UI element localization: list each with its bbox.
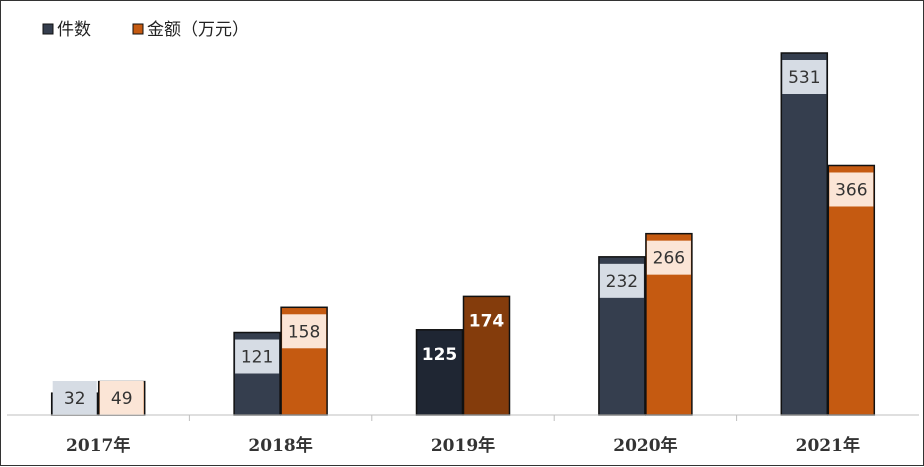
data-label: 174 <box>469 311 505 331</box>
legend-item: 件数 <box>42 20 91 40</box>
legend-label: 件数 <box>57 20 91 40</box>
data-label: 121 <box>241 348 273 368</box>
bar-group: 32 49 <box>50 380 146 416</box>
bar-count <box>780 52 829 416</box>
data-label: 49 <box>111 389 133 409</box>
data-label-box <box>52 381 97 415</box>
x-tick-label: 2019年 <box>431 435 495 456</box>
x-tick-label: 2021年 <box>796 435 860 456</box>
legend-swatch <box>132 23 144 35</box>
x-tick-label: 2020年 <box>613 435 677 456</box>
data-label: 531 <box>788 68 820 88</box>
legend: 件数 金额（万元） <box>42 20 249 40</box>
data-label: 266 <box>653 249 685 269</box>
bar-group: 232 266 <box>598 232 693 416</box>
bar-count <box>415 329 464 416</box>
data-label-box <box>282 314 327 349</box>
data-label-box <box>599 263 644 298</box>
legend-label: 金额（万元） <box>147 20 249 40</box>
bar-group: 531 366 <box>780 52 876 416</box>
data-label-box <box>646 240 691 275</box>
x-tick-label: 2017年 <box>66 435 130 456</box>
legend-item: 金额（万元） <box>132 20 249 40</box>
bar-amount <box>462 295 511 416</box>
data-label-box <box>782 60 827 94</box>
bar-group: 121 158 <box>233 306 328 416</box>
data-label: 125 <box>422 345 458 365</box>
bars-layer: 32 49 121 158 125 174 232 266 531 366 <box>50 52 876 416</box>
data-label: 158 <box>288 322 320 342</box>
data-label: 232 <box>606 272 638 292</box>
data-label-box <box>829 172 874 207</box>
data-label-box <box>99 381 144 415</box>
legend-swatch <box>42 23 54 35</box>
bar-amount <box>827 164 876 416</box>
bar-group: 125 174 <box>415 295 511 416</box>
data-label: 366 <box>835 180 867 200</box>
data-label: 32 <box>64 389 86 409</box>
x-axis-ticks: 2017年 2018年 2019年 2020年 2021年 <box>66 415 860 456</box>
x-tick-label: 2018年 <box>248 435 312 456</box>
data-label-box <box>235 339 280 374</box>
